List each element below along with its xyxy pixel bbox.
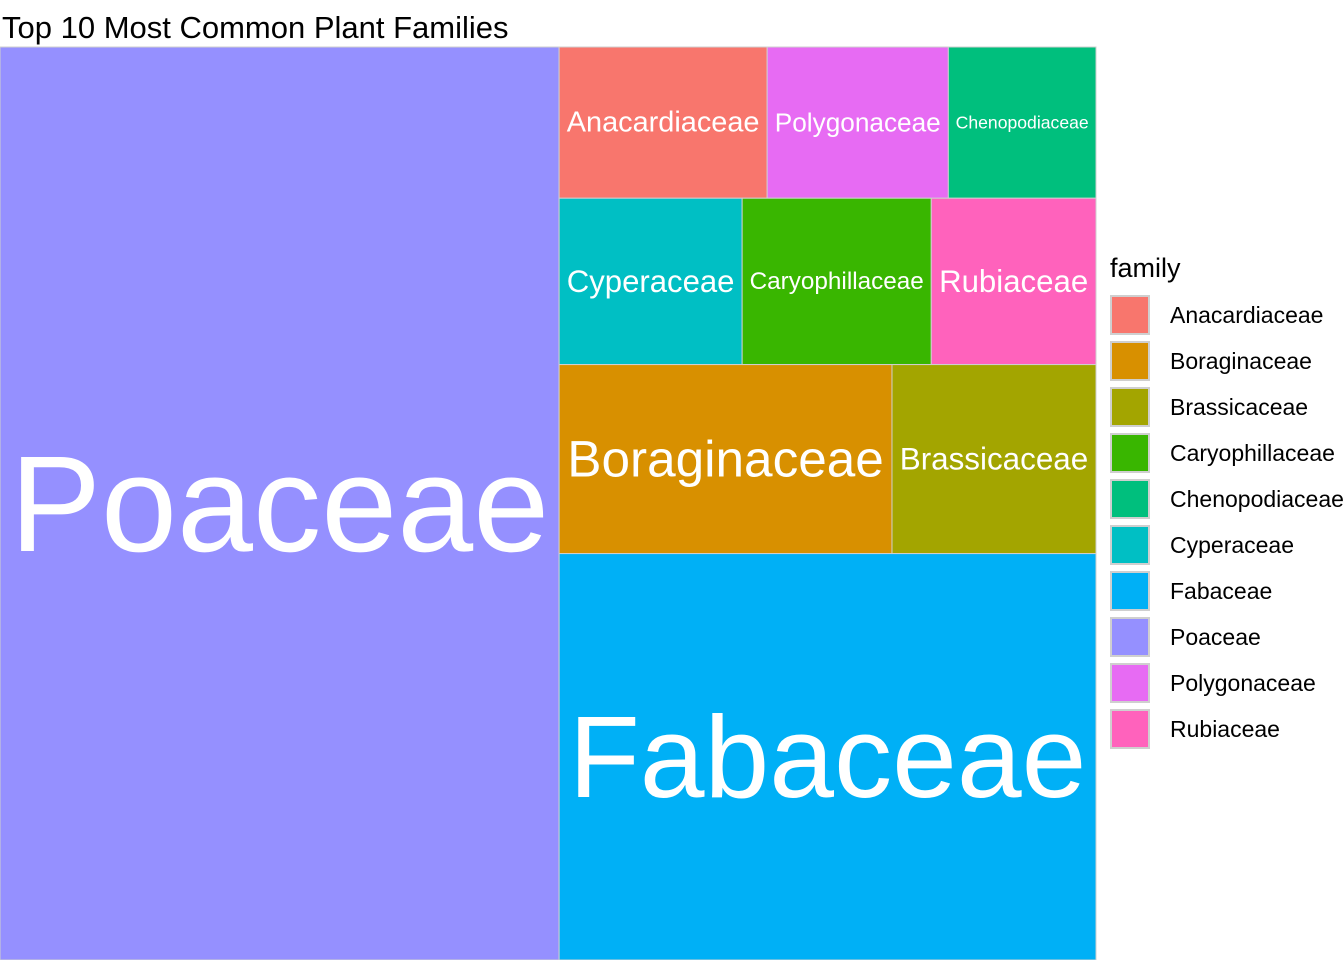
tile-label-chenopodiaceae: Chenopodiaceae	[956, 113, 1089, 133]
legend-item-anacardiaceae: Anacardiaceae	[1110, 292, 1344, 338]
legend-swatch	[1110, 525, 1150, 565]
legend-item-caryophillaceae: Caryophillaceae	[1110, 430, 1344, 476]
tile-polygonaceae	[766, 46, 949, 199]
legend-swatch	[1110, 571, 1150, 611]
legend-swatch	[1110, 709, 1150, 749]
legend-label: Anacardiaceae	[1170, 301, 1324, 328]
chart-title: Top 10 Most Common Plant Families	[2, 10, 509, 45]
tile-chenopodiaceae	[947, 46, 1097, 199]
tile-boraginaceae	[558, 364, 893, 555]
tile-fabaceae	[558, 553, 1097, 960]
tile-brassicaceae	[891, 364, 1097, 555]
tile-label-caryophillaceae: Caryophillaceae	[750, 268, 924, 295]
legend-item-poaceae: Poaceae	[1110, 614, 1344, 660]
legend-label: Brassicaceae	[1170, 393, 1309, 420]
tile-caryophillaceae	[741, 197, 932, 366]
legend-label: Cyperaceae	[1170, 531, 1295, 558]
legend-item-brassicaceae: Brassicaceae	[1110, 384, 1344, 430]
legend-item-chenopodiaceae: Chenopodiaceae	[1110, 476, 1344, 522]
tile-label-anacardiaceae: Anacardiaceae	[567, 107, 760, 139]
tile-cyperaceae	[558, 197, 743, 366]
legend-label: Caryophillaceae	[1170, 439, 1335, 466]
legend-label: Polygonaceae	[1170, 669, 1316, 696]
tile-rubiaceae	[930, 197, 1097, 366]
legend-swatch	[1110, 433, 1150, 473]
tile-poaceae	[0, 46, 560, 960]
tile-label-fabaceae: Fabaceae	[569, 692, 1087, 822]
legend-swatch	[1110, 663, 1150, 703]
tile-label-polygonaceae: Polygonaceae	[775, 108, 941, 138]
legend: family Anacardiaceae Boraginaceae Brassica…	[1110, 250, 1344, 752]
legend-title: family	[1110, 253, 1181, 283]
tile-label-rubiaceae: Rubiaceae	[939, 264, 1088, 299]
legend-swatch	[1110, 479, 1150, 519]
legend-label: Rubiaceae	[1170, 715, 1280, 742]
legend-label: Poaceae	[1170, 623, 1261, 650]
legend-item-boraginaceae: Boraginaceae	[1110, 338, 1344, 384]
legend-swatch	[1110, 295, 1150, 335]
tile-label-brassicaceae: Brassicaceae	[900, 442, 1088, 477]
legend-label: Boraginaceae	[1170, 347, 1312, 374]
tile-label-boraginaceae: Boraginaceae	[567, 431, 884, 488]
legend-swatch	[1110, 387, 1150, 427]
legend-item-cyperaceae: Cyperaceae	[1110, 522, 1344, 568]
legend-swatch	[1110, 341, 1150, 381]
legend-item-polygonaceae: Polygonaceae	[1110, 660, 1344, 706]
tile-label-poaceae: Poaceae	[10, 427, 549, 580]
legend-item-rubiaceae: Rubiaceae	[1110, 706, 1344, 752]
legend-swatch	[1110, 617, 1150, 657]
legend-item-fabaceae: Fabaceae	[1110, 568, 1344, 614]
legend-label: Fabaceae	[1170, 577, 1273, 604]
legend-items: Anacardiaceae Boraginaceae Brassicaceae Car…	[1110, 292, 1344, 752]
legend-label: Chenopodiaceae	[1170, 485, 1344, 512]
tile-label-cyperaceae: Cyperaceae	[567, 264, 735, 299]
